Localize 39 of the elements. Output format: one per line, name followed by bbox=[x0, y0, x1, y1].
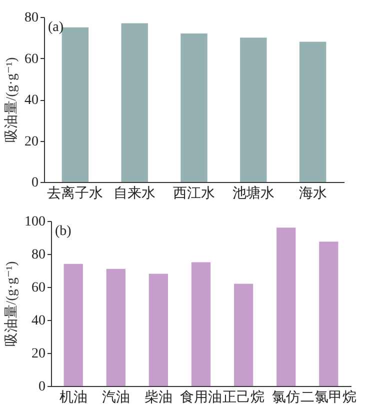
y-tick-label: 80 bbox=[24, 10, 38, 26]
bar bbox=[180, 34, 208, 182]
x-tick-label: 去离子水 bbox=[47, 186, 104, 202]
x-tick-label: 氯仿 bbox=[272, 390, 300, 406]
x-tick-label: 机油 bbox=[59, 390, 88, 406]
annotation: (b) bbox=[55, 224, 72, 239]
x-tick-label: 食用油 bbox=[180, 390, 222, 406]
bar bbox=[191, 262, 211, 386]
bar bbox=[64, 264, 83, 386]
x-tick-label: 正己烷 bbox=[222, 390, 265, 406]
y-tick-label: 40 bbox=[32, 314, 46, 328]
x-tick-label: 西江水 bbox=[173, 186, 215, 202]
bar bbox=[121, 23, 148, 182]
bar bbox=[234, 284, 254, 386]
x-tick-label: 二氯甲烷 bbox=[300, 390, 357, 406]
y-tick-label: 0 bbox=[32, 176, 38, 190]
x-tick-label: 池塘水 bbox=[232, 186, 274, 202]
bar bbox=[240, 38, 267, 182]
annotation: (a) bbox=[48, 20, 64, 35]
bar bbox=[62, 27, 89, 182]
y-axis-title: 吸油量/(g·g⁻¹) bbox=[4, 56, 20, 143]
y-tick-label: 60 bbox=[32, 280, 46, 296]
bar bbox=[276, 228, 296, 386]
bar bbox=[148, 274, 168, 386]
x-tick-label: 汽油 bbox=[102, 390, 130, 406]
x-tick-label: 海水 bbox=[298, 186, 327, 202]
y-tick-label: 0 bbox=[38, 380, 46, 394]
bar bbox=[106, 268, 126, 386]
y-tick-label: 80 bbox=[32, 248, 46, 262]
x-tick-label: 自来水 bbox=[114, 186, 156, 202]
y-axis-title: 吸油量/(g·g⁻¹) bbox=[4, 260, 20, 347]
y-tick-label: 40 bbox=[24, 93, 38, 108]
x-tick-label: 柴油 bbox=[144, 390, 172, 406]
y-tick-label: 20 bbox=[32, 346, 46, 362]
bar bbox=[299, 42, 326, 182]
y-tick-label: 100 bbox=[24, 214, 46, 230]
y-tick-label: 60 bbox=[24, 52, 38, 67]
bar bbox=[319, 242, 338, 386]
y-tick-label: 20 bbox=[24, 134, 38, 150]
